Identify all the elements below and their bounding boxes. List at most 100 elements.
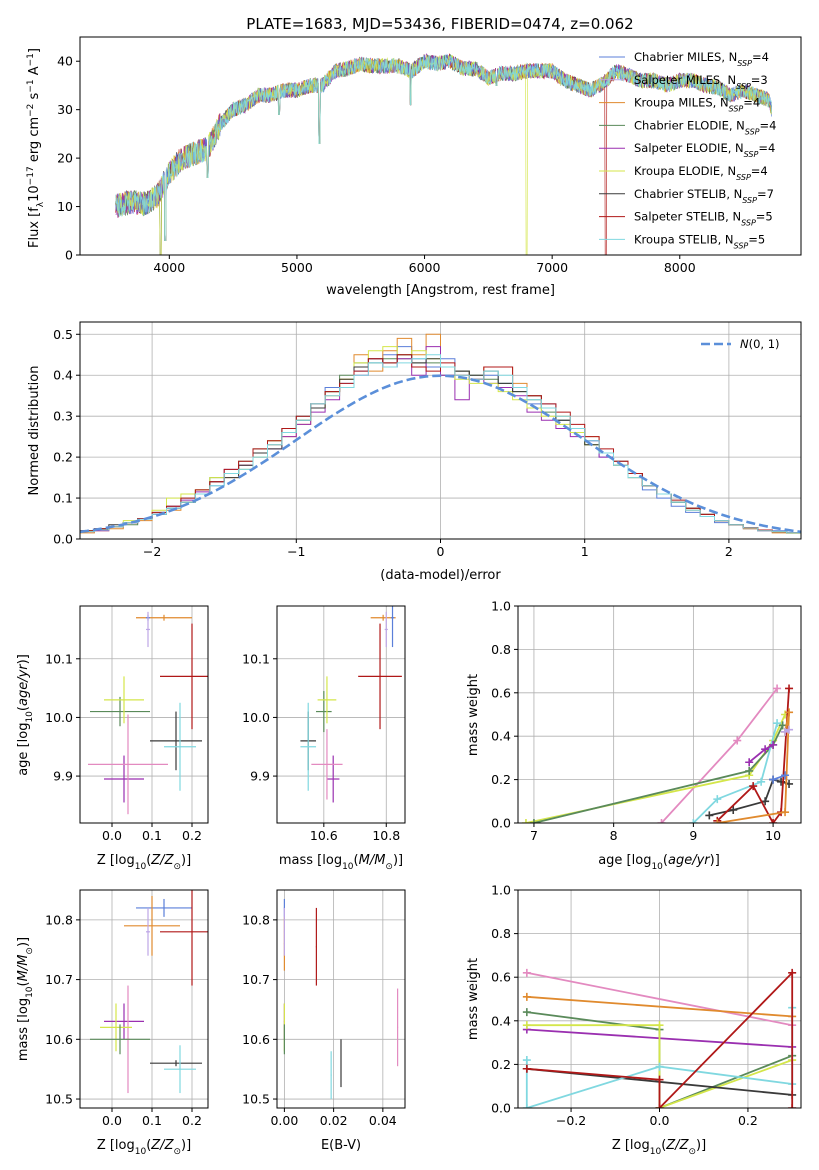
- massweight-vs-z-ylabel: mass weight: [466, 958, 481, 1040]
- histogram-ytick-label: 0.5: [53, 327, 73, 342]
- age_vs_Z-axes: [80, 606, 208, 823]
- age_vs_mass-frame: 10.6 10.8 9.9 10.0 10.1: [242, 605, 406, 843]
- mass_vs_EBV-plot-area: [283, 898, 399, 1100]
- massweight_vs_age-marker: [761, 745, 770, 754]
- spectrum-legend-entry: Kroupa ELODIE, NSSP=4: [634, 164, 768, 182]
- spectrum-legend: Chabrier MILES, NSSP=4 Salpeter MILES, NS…: [599, 50, 776, 250]
- massweight_vs_age-axes: [518, 605, 801, 824]
- age_vs_mass-plot-area: [300, 606, 402, 803]
- histogram-ytick-label: 0.1: [53, 491, 73, 506]
- figure-title: PLATE=1683, MJD=53436, FIBERID=0474, z=0…: [246, 15, 633, 33]
- histogram-ytick-label: 0.3: [53, 409, 73, 424]
- massweight_vs_Z-ytick-label: 0.6: [491, 970, 511, 985]
- spectrum-legend-entry: Salpeter ELODIE, NSSP=4: [634, 141, 775, 159]
- age_vs_mass-ytick-label: 10.1: [242, 651, 270, 666]
- age_vs_mass-xtick-label: 10.8: [372, 828, 400, 843]
- massweight_vs_Z-frame: −0.2 0.0 0.2 0.0 0.2 0.4 0.6 0.8 1.0: [491, 883, 802, 1128]
- massweight_vs_age-plot-area: [521, 684, 794, 823]
- spectrum-spines: [79, 36, 802, 256]
- mass_vs_Z-xtick-label: 0.0: [102, 1113, 122, 1128]
- massweight_vs_age-marker: [773, 719, 782, 728]
- massweight_vs_age-marker: [749, 782, 758, 791]
- massweight_vs_age-marker: [745, 758, 754, 767]
- spectrum-legend-entry: Chabrier ELODIE, NSSP=4: [634, 118, 776, 136]
- histogram-frame: −2 −1 0 1 2 0.0 0.1 0.2 0.3 0.4 0.5: [53, 321, 802, 559]
- massweight_vs_age-marker: [761, 797, 770, 806]
- mass_vs_Z-plot-area: [90, 890, 208, 1094]
- age_vs_Z-plot-area: [88, 611, 208, 815]
- massweight_vs_Z-ytick-label: 0.2: [491, 1057, 511, 1072]
- mass_vs_Z-ytick-label: 10.6: [45, 1032, 73, 1047]
- massweight_vs_Z-ytick-label: 0.8: [491, 926, 511, 941]
- massweight_vs_Z-marker: [655, 1104, 664, 1108]
- massweight_vs_age-xtick-label: 7: [530, 828, 538, 843]
- massweight_vs_age-marker: [773, 684, 782, 693]
- mass_vs_EBV-ytick-label: 10.8: [242, 912, 270, 927]
- massweight_vs_Z-line-pink: [526, 971, 793, 1027]
- massweight_vs_age-marker: [769, 740, 778, 749]
- histogram-ytick-label: 0.2: [53, 450, 73, 465]
- massweight_vs_Z-xtick-label: 0.2: [738, 1113, 758, 1128]
- massweight_vs_age-line-kroupa-stelib: [692, 722, 778, 823]
- massweight_vs_age-marker: [713, 795, 722, 804]
- mass_vs_EBV-xtick-label: 0.00: [270, 1113, 298, 1128]
- histogram-xtick-label: −2: [143, 544, 161, 559]
- massweight_vs_Z-marker: [655, 1075, 664, 1084]
- spectrum-xtick-label: 5000: [281, 260, 313, 275]
- spectrum-ytick-label: 10: [57, 199, 73, 214]
- spectrum-plot-area: [115, 53, 772, 255]
- massweight_vs_age-marker: [769, 819, 778, 823]
- massweight_vs_Z-marker: [522, 992, 531, 1001]
- spectrum-xtick-label: 7000: [536, 260, 568, 275]
- spectrum-legend-entry: Kroupa MILES, NSSP=4: [634, 96, 760, 114]
- massweight_vs_Z-line-kroupa-miles: [526, 995, 793, 1018]
- massweight_vs_Z-marker: [522, 1064, 531, 1073]
- histogram-ytick-label: 0.0: [53, 532, 73, 547]
- massweight_vs_Z-marker: [655, 1062, 664, 1071]
- massweight_vs_age-marker: [689, 819, 698, 823]
- massweight_vs_age-marker: [769, 775, 778, 784]
- massweight_vs_age-marker: [757, 777, 766, 786]
- age_vs_Z-xtick-label: 0.2: [182, 828, 202, 843]
- massweight_vs_Z-marker: [522, 1056, 531, 1065]
- spectrum-ylabel: Flux [fλ10−17 erg cm−2 s−1 A−1]: [26, 48, 46, 248]
- massweight_vs_Z-xtick-label: 0.0: [650, 1113, 670, 1128]
- mass_vs_EBV-xtick-label: 0.04: [369, 1113, 397, 1128]
- massweight_vs_age-marker: [713, 819, 722, 823]
- massweight_vs_age-line-chabrier-elodie: [533, 725, 784, 823]
- spectrum-line-kroupa-stelib: [115, 54, 772, 241]
- massweight_vs_age-marker: [529, 819, 538, 823]
- histogram-gaussian-curve: [80, 374, 801, 534]
- age_vs_Z-spines: [79, 605, 209, 824]
- massweight_vs_age-ytick-label: 0.8: [491, 642, 511, 657]
- massweight_vs_age-ytick-label: 1.0: [491, 599, 511, 614]
- mass_vs_Z-ytick-label: 10.5: [45, 1092, 73, 1107]
- massweight_vs_age-marker: [781, 808, 790, 817]
- mass_vs_EBV-ytick-label: 10.6: [242, 1032, 270, 1047]
- age_vs_Z-xtick-label: 0.1: [142, 828, 162, 843]
- massweight_vs_age-marker: [778, 721, 787, 730]
- mass_vs_Z-xtick-label: 0.1: [142, 1113, 162, 1128]
- spectrum-frame: 4000 5000 6000 7000 8000 0 10 20 30 40: [57, 36, 802, 275]
- massweight_vs_age-xtick-label: 8: [610, 828, 618, 843]
- massweight_vs_age-marker: [785, 708, 794, 717]
- massweight_vs_Z-marker: [788, 968, 797, 977]
- massweight_vs_age-marker: [705, 811, 714, 820]
- spectrum-ytick-label: 30: [57, 102, 73, 117]
- massweight_vs_Z-marker: [522, 1104, 531, 1108]
- age_vs_mass-spines: [276, 605, 406, 824]
- massweight_vs_age-marker: [729, 805, 738, 814]
- massweight_vs_Z-marker: [788, 1104, 797, 1108]
- massweight_vs_age-marker: [785, 725, 794, 734]
- spectrum-legend-entry: Chabrier MILES, NSSP=4: [634, 50, 769, 68]
- spectrum-legend-entry: Chabrier STELIB, NSSP=7: [634, 187, 774, 205]
- age_vs_Z-ytick-label: 9.9: [53, 769, 73, 784]
- mass-vs-z-xlabel: Z [log10(Z/Z⊙)]: [97, 1138, 191, 1157]
- histogram-xtick-label: −1: [287, 544, 305, 559]
- massweight_vs_age-marker: [521, 819, 530, 823]
- massweight_vs_age-ytick-label: 0.2: [491, 772, 511, 787]
- histogram-step-kroupa-stelib: [80, 354, 801, 539]
- massweight_vs_Z-marker: [655, 1021, 664, 1030]
- massweight-vs-age-ylabel: mass weight: [466, 674, 481, 756]
